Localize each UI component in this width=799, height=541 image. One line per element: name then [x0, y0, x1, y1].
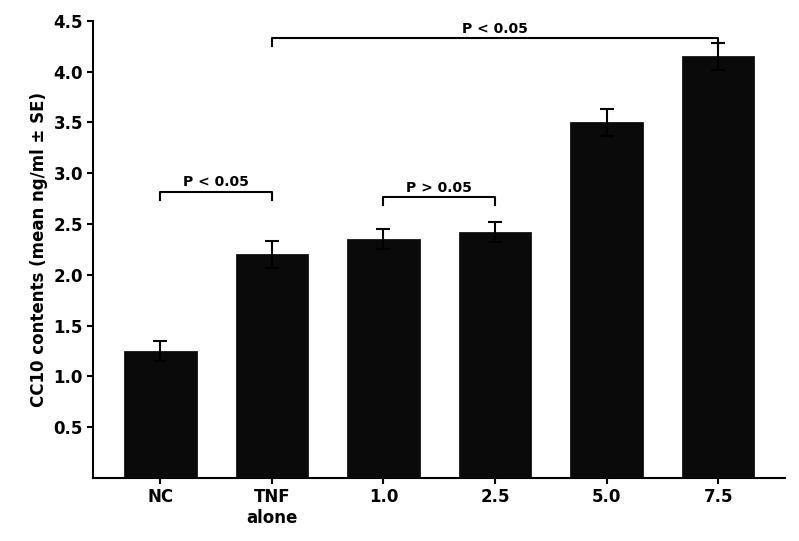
Text: P < 0.05: P < 0.05	[183, 175, 249, 189]
Bar	[124, 351, 197, 478]
Bar	[570, 122, 643, 478]
Bar	[682, 56, 754, 478]
Y-axis label: CC10 contents (mean ng/ml ± SE): CC10 contents (mean ng/ml ± SE)	[30, 92, 48, 407]
Bar	[459, 232, 531, 478]
Text: P > 0.05: P > 0.05	[406, 181, 472, 195]
Bar	[348, 239, 419, 478]
Bar	[236, 254, 308, 478]
Text: P < 0.05: P < 0.05	[462, 22, 528, 36]
